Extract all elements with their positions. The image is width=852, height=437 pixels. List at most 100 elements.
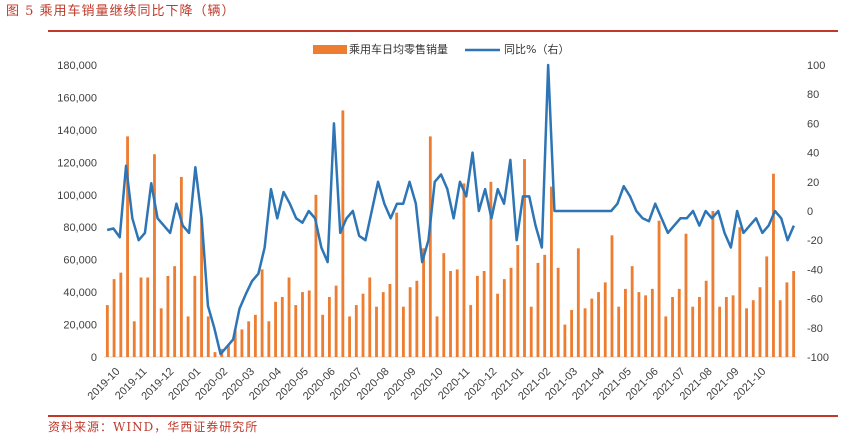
sales-bar <box>361 293 365 357</box>
sales-bar <box>408 287 412 357</box>
legend-swatch-bar <box>313 45 347 54</box>
sales-bar <box>354 305 358 357</box>
sales-bar <box>630 266 634 357</box>
sales-bar <box>146 277 150 357</box>
sales-bar <box>550 186 553 357</box>
source-note: 资料来源：WIND，华西证券研究所 <box>48 420 259 434</box>
right-tick-label: 100 <box>807 60 825 72</box>
sales-bar <box>650 288 654 357</box>
sales-bar <box>274 301 277 357</box>
right-tick-label: 60 <box>807 118 819 130</box>
top-rule <box>48 30 838 32</box>
sales-bar <box>610 235 614 357</box>
left-tick-label: 180,000 <box>57 60 97 72</box>
sales-bar <box>260 269 264 357</box>
sales-bar <box>280 296 284 357</box>
x-axis: 2019-102019-112019-122020-012020-022020-… <box>86 366 769 403</box>
right-tick-label: 20 <box>807 177 819 189</box>
sales-bar <box>677 288 681 357</box>
sales-bar <box>724 296 728 357</box>
sales-bar <box>341 110 345 357</box>
sales-bar <box>375 306 378 357</box>
sales-bar <box>247 321 251 357</box>
sales-bar <box>442 253 446 357</box>
sales-bar <box>758 287 762 357</box>
sales-bar <box>105 305 109 357</box>
sales-bar <box>388 284 392 357</box>
sales-bar <box>644 295 648 357</box>
sales-bar <box>395 212 399 357</box>
right-tick-label: 0 <box>807 206 813 218</box>
sales-bar <box>368 277 372 357</box>
sales-bar <box>509 267 513 357</box>
right-tick-label: -80 <box>807 323 823 335</box>
sales-bar <box>334 285 338 357</box>
sales-bar <box>792 271 796 357</box>
sales-bar <box>159 308 163 357</box>
left-tick-label: 140,000 <box>57 125 97 137</box>
left-axis: 0 20,000 40,000 60,000 80,000 100,000 120,000 1… <box>57 60 97 364</box>
sales-bar <box>691 306 695 357</box>
sales-bar <box>435 316 439 357</box>
sales-bar <box>778 300 782 357</box>
sales-bar <box>482 271 486 357</box>
sales-bar <box>738 227 742 357</box>
sales-bar <box>294 305 298 357</box>
right-tick-label: 40 <box>807 148 819 160</box>
sales-bar <box>529 306 533 357</box>
sales-bar <box>698 296 701 357</box>
sales-bar <box>664 316 668 357</box>
sales-bar <box>671 296 674 357</box>
sales-bar <box>415 280 419 357</box>
right-tick-label: -100 <box>807 352 829 364</box>
sales-bar <box>240 329 244 357</box>
sales-bar <box>422 248 425 357</box>
sales-bar <box>381 292 385 357</box>
right-tick-label: -20 <box>807 235 823 247</box>
sales-bar <box>112 279 116 357</box>
bar-series <box>105 110 796 357</box>
sales-bar <box>213 352 217 357</box>
sales-bar <box>704 280 708 357</box>
left-tick-label: 160,000 <box>57 92 97 104</box>
sales-bar <box>536 262 540 357</box>
sales-bar <box>314 194 318 357</box>
sales-bar <box>173 266 177 357</box>
sales-bar <box>563 324 567 357</box>
sales-bar <box>119 272 123 357</box>
left-tick-label: 60,000 <box>63 255 97 267</box>
sales-bar <box>556 267 560 357</box>
sales-bar <box>731 295 735 357</box>
sales-bar <box>543 254 547 357</box>
sales-bar <box>401 306 405 357</box>
legend: 乘用车日均零售销量 同比%（右） <box>313 42 569 56</box>
sales-bar <box>153 154 156 357</box>
sales-bar <box>570 309 574 357</box>
sales-bar <box>476 275 479 357</box>
sales-bar <box>327 296 331 357</box>
sales-bar <box>711 211 715 357</box>
sales-bar <box>307 290 311 357</box>
sales-bar <box>227 345 230 357</box>
sales-bar <box>462 183 466 357</box>
sales-bar <box>193 275 197 357</box>
sales-bar <box>590 298 594 357</box>
sales-bar <box>597 292 600 357</box>
sales-bar <box>523 159 526 357</box>
sales-bar <box>428 136 432 357</box>
legend-label-line: 同比%（右） <box>504 42 569 56</box>
sales-bar <box>166 275 170 357</box>
sales-bar <box>301 292 304 357</box>
bottom-rule <box>48 415 838 417</box>
right-axis: -100 -80 -60 -40 -20 0 20 40 60 80 100 <box>807 60 829 364</box>
sales-bar <box>576 248 580 357</box>
sales-bar <box>253 314 257 357</box>
sales-bar <box>718 306 722 357</box>
sales-bar <box>785 282 789 357</box>
left-tick-label: 0 <box>91 352 97 364</box>
sales-bar <box>603 282 607 357</box>
sales-bar <box>287 277 291 357</box>
left-tick-label: 80,000 <box>63 222 97 234</box>
sales-bar <box>132 321 136 357</box>
sales-bar <box>751 300 755 357</box>
